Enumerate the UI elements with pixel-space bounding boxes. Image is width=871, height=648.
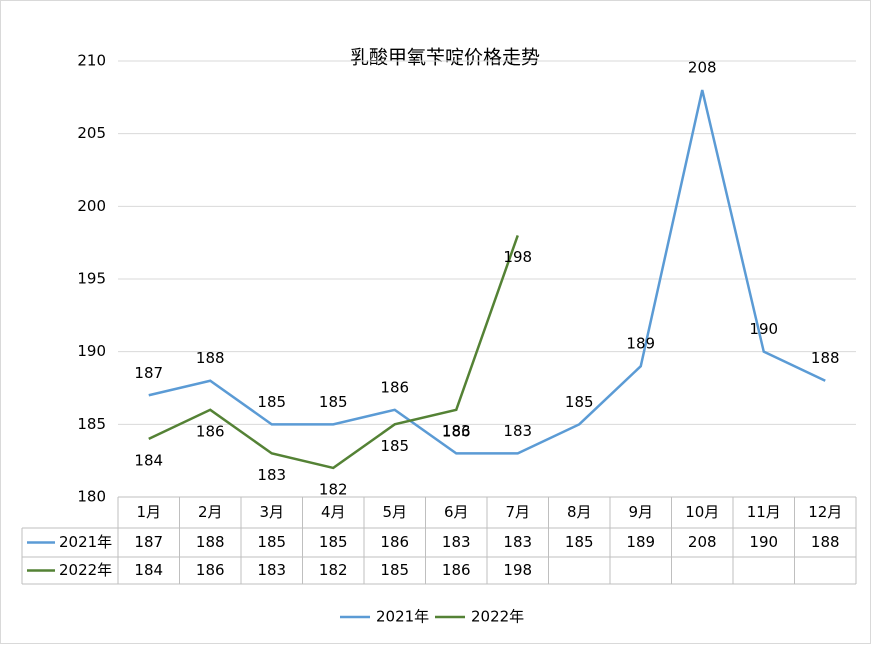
table-value: 183 [503, 533, 532, 551]
data-label: 185 [565, 393, 594, 411]
table-value: 186 [442, 561, 471, 579]
data-label: 189 [626, 335, 655, 353]
series-line [148, 89, 826, 455]
table-value: 185 [565, 533, 594, 551]
chart-title: 乳酸甲氧苄啶价格走势 [350, 47, 540, 69]
table-value: 183 [257, 561, 286, 579]
table-value: 190 [749, 533, 778, 551]
data-label: 183 [503, 422, 532, 440]
data-label: 183 [442, 422, 471, 440]
x-tick-label: 9月 [628, 503, 653, 521]
y-tick-label: 200 [77, 197, 106, 215]
table-value: 198 [503, 561, 532, 579]
data-label: 184 [134, 451, 163, 469]
x-tick-label: 6月 [444, 503, 469, 521]
data-label: 183 [257, 466, 286, 484]
data-label: 187 [134, 364, 163, 382]
table-value: 186 [196, 561, 225, 579]
x-tick-label: 12月 [808, 503, 842, 521]
table-value: 188 [811, 533, 840, 551]
legend-label: 2021年 [376, 608, 429, 626]
table-series-name: 2021年 [59, 533, 112, 551]
table-value: 183 [442, 533, 471, 551]
x-tick-label: 8月 [567, 503, 592, 521]
table-value: 184 [134, 561, 163, 579]
x-tick-label: 10月 [685, 503, 719, 521]
data-label: 186 [442, 422, 471, 440]
table-value: 188 [196, 533, 225, 551]
table-value: 187 [134, 533, 163, 551]
x-tick-label: 5月 [382, 503, 407, 521]
table-value: 182 [319, 561, 348, 579]
series-line [148, 234, 519, 470]
x-tick-label: 7月 [505, 503, 530, 521]
y-tick-label: 195 [77, 270, 106, 288]
y-tick-label: 205 [77, 124, 106, 142]
data-label: 198 [503, 248, 532, 266]
data-label: 185 [380, 437, 409, 455]
y-tick-label: 180 [77, 488, 106, 506]
data-label: 186 [380, 378, 409, 396]
x-tick-label: 2月 [198, 503, 223, 521]
y-tick-label: 190 [77, 342, 106, 360]
data-label: 186 [196, 422, 225, 440]
y-tick-label: 210 [77, 52, 106, 70]
table-value: 185 [257, 533, 286, 551]
y-tick-label: 185 [77, 415, 106, 433]
table-series-name: 2022年 [59, 561, 112, 579]
data-label: 208 [688, 59, 717, 77]
data-label: 182 [319, 480, 348, 498]
table-value: 189 [626, 533, 655, 551]
table-value: 185 [380, 561, 409, 579]
x-tick-label: 4月 [321, 503, 346, 521]
table-value: 208 [688, 533, 717, 551]
x-tick-label: 1月 [136, 503, 161, 521]
data-label: 185 [319, 393, 348, 411]
legend-label: 2022年 [471, 608, 524, 626]
x-tick-label: 11月 [747, 503, 781, 521]
data-label: 188 [196, 349, 225, 367]
x-tick-label: 3月 [259, 503, 284, 521]
table-value: 186 [380, 533, 409, 551]
data-label: 185 [257, 393, 286, 411]
data-label: 190 [749, 320, 778, 338]
table-value: 185 [319, 533, 348, 551]
data-label: 188 [811, 349, 840, 367]
